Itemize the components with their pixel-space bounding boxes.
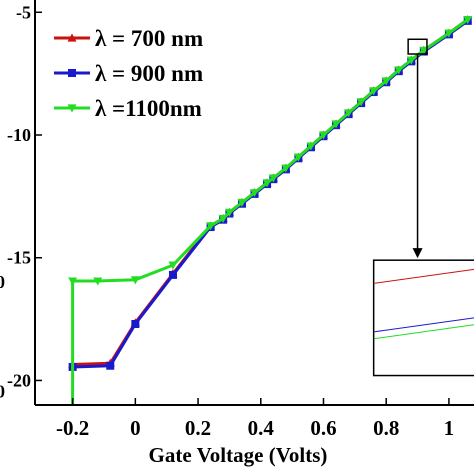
data-point xyxy=(394,66,404,75)
data-point xyxy=(168,270,177,279)
data-point xyxy=(444,29,454,38)
x-tick-label: 0.4 xyxy=(248,416,275,440)
y-tick-label: -15 xyxy=(7,248,31,268)
data-point xyxy=(68,69,76,77)
series-3 xyxy=(68,16,473,405)
zoom-annotation xyxy=(372,38,474,377)
x-tick-label: -0.2 xyxy=(56,416,89,440)
x-axis-title: Gate Voltage (Volts) xyxy=(149,443,328,467)
legend-item-2: λ = 900 nm xyxy=(54,61,203,86)
data-point xyxy=(293,153,303,162)
x-tick-label: 0.6 xyxy=(310,416,336,440)
data-point xyxy=(224,208,234,217)
x-tick-label: 0 xyxy=(130,416,141,440)
series-line xyxy=(71,18,469,405)
data-point xyxy=(93,277,103,286)
data-point xyxy=(318,131,328,140)
inset-line xyxy=(374,268,474,284)
legend: λ = 700 nm λ = 900 nm λ =1100nm xyxy=(54,26,203,121)
data-point xyxy=(250,189,259,198)
y-tick-label: -10 xyxy=(7,125,31,145)
legend-label: λ = 900 nm xyxy=(95,61,203,86)
data-point xyxy=(206,222,216,231)
data-point xyxy=(344,109,354,118)
zoom-arrow-head xyxy=(412,248,423,259)
data-point xyxy=(268,174,278,183)
y-tick-label: -5 xyxy=(16,2,31,22)
data-point xyxy=(331,120,341,129)
data-point xyxy=(68,277,78,286)
inset-line xyxy=(374,317,474,333)
data-point xyxy=(381,77,391,86)
x-tick-label: 1 xyxy=(444,416,455,440)
y-axis-fragment: 0 xyxy=(0,272,5,292)
inset-line xyxy=(374,324,474,340)
x-tick-label: 0.8 xyxy=(373,416,399,440)
data-point xyxy=(130,276,140,285)
data-point xyxy=(237,198,247,207)
data-point xyxy=(463,16,473,25)
data-point xyxy=(281,164,291,173)
axes xyxy=(34,0,474,406)
y-tick-label: -20 xyxy=(7,370,31,390)
data-point xyxy=(67,104,77,113)
data-point xyxy=(419,46,429,55)
data-point xyxy=(106,361,115,370)
legend-label: λ =1100nm xyxy=(95,96,202,121)
legend-item-1: λ = 700 nm xyxy=(54,26,203,51)
data-point xyxy=(369,87,379,96)
data-point xyxy=(131,320,140,328)
series-group xyxy=(68,15,473,405)
y-axis-fragment: 0 xyxy=(0,381,5,401)
data-point xyxy=(406,56,416,65)
legend-label: λ = 700 nm xyxy=(95,26,203,51)
data-point xyxy=(356,98,366,107)
data-point xyxy=(262,179,272,188)
legend-item-3: λ =1100nm xyxy=(54,96,202,121)
data-point xyxy=(218,214,228,223)
data-point xyxy=(306,142,316,151)
data-point xyxy=(168,261,178,270)
inset-box xyxy=(372,259,474,377)
data-point xyxy=(67,33,77,42)
x-tick-label: 0.2 xyxy=(185,416,211,440)
